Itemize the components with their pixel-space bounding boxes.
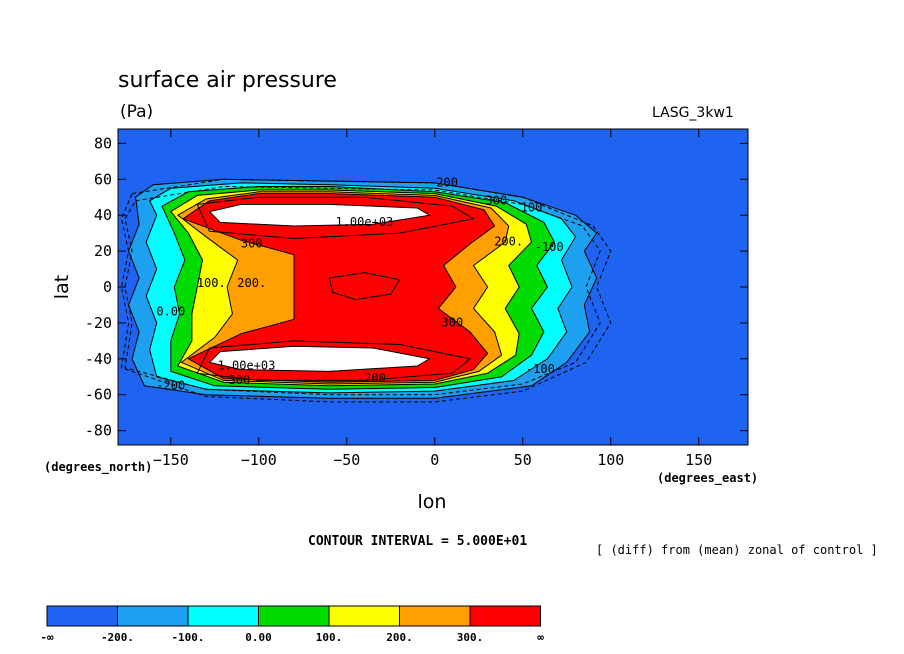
x-tick-label: 150	[685, 451, 712, 469]
contour-label: -200	[357, 371, 386, 385]
colorbar-label: -200.	[101, 631, 134, 644]
colorbar-swatch	[469, 605, 541, 627]
y-tick-label: 40	[94, 206, 112, 224]
colorbar-swatch	[117, 605, 189, 627]
x-tick-label: −50	[333, 451, 360, 469]
contour-label: 300	[229, 373, 251, 387]
core-north	[208, 203, 431, 227]
contour-label: 0.00	[156, 305, 185, 319]
y-tick-label: -80	[85, 422, 112, 440]
contour-line-south	[196, 340, 472, 381]
contour-band-6	[182, 193, 496, 383]
contour-label: -200	[156, 378, 185, 392]
y-tick-label: -40	[85, 350, 112, 368]
colorbar-label: -100.	[171, 631, 204, 644]
colorbar-swatch	[399, 605, 471, 627]
y-tick-label: 0	[103, 278, 112, 296]
colorbar-label: 300.	[457, 631, 484, 644]
colorbar-label: 200.	[386, 631, 413, 644]
colorbar-swatch	[46, 605, 118, 627]
colorbar-label: -∞	[40, 631, 54, 644]
x-tick-label: 50	[514, 451, 532, 469]
contour-label: 300	[486, 193, 508, 207]
model-name: LASG_3kw1	[652, 105, 734, 121]
colorbar-label: 0.00	[245, 631, 272, 644]
y-tick-label: 60	[94, 170, 112, 188]
chart-title: surface air pressure	[118, 68, 337, 93]
contour-interval: CONTOUR INTERVAL = 5.000E+01	[308, 534, 528, 549]
contour-label: 200.	[237, 276, 266, 290]
y-tick-label: -20	[85, 314, 112, 332]
y-axis-unit: (degrees_north)	[44, 460, 153, 474]
negative-contour-2	[120, 178, 612, 403]
x-tick-label: 0	[430, 451, 439, 469]
contour-label: 300	[241, 237, 263, 251]
x-tick-label: −150	[153, 451, 189, 469]
y-tick-label: -60	[85, 386, 112, 404]
contour-label: 1.00e+03	[218, 359, 276, 373]
contour-label: 1.00e+03	[335, 215, 393, 229]
colorbar-swatch	[258, 605, 330, 627]
colorbar-swatch	[328, 605, 400, 627]
y-axis-label: lat	[51, 275, 73, 299]
x-axis-label: lon	[418, 491, 447, 513]
contour-label: 100.	[197, 276, 226, 290]
core-south	[208, 345, 431, 372]
contour-line-north	[196, 196, 475, 240]
contour-label: -100	[526, 362, 555, 376]
colorbar-swatch	[187, 605, 259, 627]
x-tick-label: −100	[241, 451, 277, 469]
contour-line-center	[328, 272, 401, 301]
chart-units: (Pa)	[120, 102, 154, 122]
x-tick-label: 100	[597, 451, 624, 469]
colorbar-label: ∞	[537, 631, 544, 644]
contour-label: 200.	[494, 235, 523, 249]
contour-label: -100	[535, 240, 564, 254]
contour-label: 100	[521, 201, 543, 215]
plot-area	[118, 129, 748, 445]
diff-note: [ (diff) from (mean) zonal of control ]	[596, 543, 878, 557]
axes: 80 60 40 20 0 -20 -40 -60 -80 −150 −100 −50 0 50 100 15…	[51, 128, 749, 513]
y-tick-label: 20	[94, 242, 112, 260]
contour-label: 300	[442, 316, 464, 330]
x-axis-unit: (degrees_east)	[657, 471, 759, 485]
colorbar-label: 100.	[316, 631, 343, 644]
negative-contour-1	[124, 185, 601, 396]
y-tick-label: 80	[94, 134, 112, 152]
contour-label: -200	[429, 175, 458, 189]
colorbar: -∞ -200. -100. 0.00 100. 200. 300. ∞	[40, 605, 544, 644]
